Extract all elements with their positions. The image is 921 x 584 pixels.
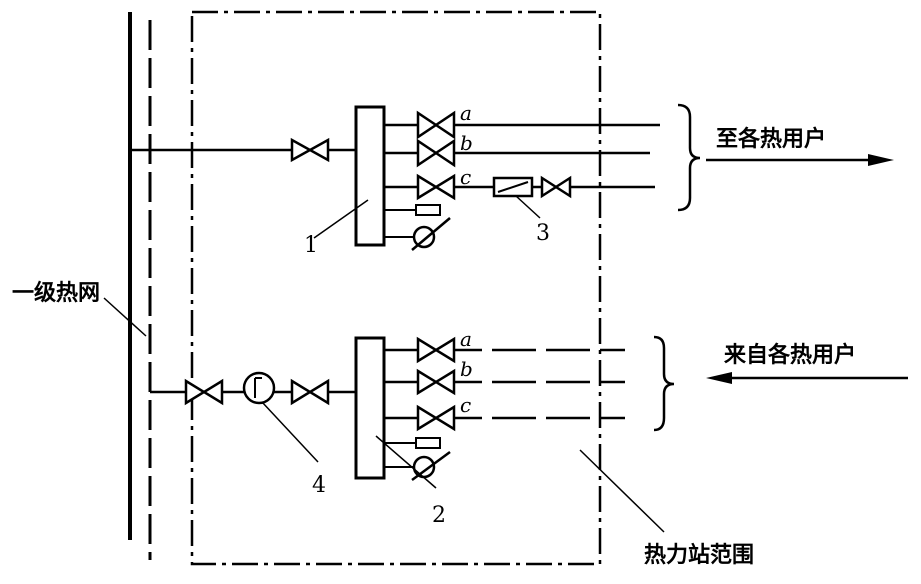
return-pressure-gauge-icon bbox=[384, 450, 451, 482]
return-branch-b-letter: b bbox=[460, 357, 473, 381]
flow-meter-icon bbox=[492, 176, 534, 198]
leader-3 bbox=[515, 195, 541, 219]
leader-2 bbox=[375, 435, 437, 489]
supply-branch-c-valve-icon bbox=[416, 173, 456, 201]
station-boundary bbox=[190, 10, 602, 566]
return-branch-a-letter: a bbox=[460, 327, 472, 351]
supply-branch-b-valve-icon bbox=[416, 138, 456, 168]
component-number-4: 4 bbox=[312, 473, 326, 498]
supply-brace-icon bbox=[677, 103, 701, 212]
leader-4 bbox=[261, 401, 319, 463]
supply-thermometer-icon bbox=[384, 204, 441, 216]
supply-arrow-head-icon bbox=[868, 154, 894, 166]
component-number-3: 3 bbox=[536, 221, 550, 246]
supply-to-users-label: 至各热用户 bbox=[716, 126, 826, 152]
supply-branch-a-valve-icon bbox=[416, 110, 456, 140]
return-brace-icon bbox=[653, 335, 675, 432]
station-boundary-label: 热力站范围 bbox=[644, 542, 754, 568]
meter-valve-icon bbox=[540, 175, 572, 199]
component-number-1: 1 bbox=[304, 233, 318, 258]
return-header-valve-icon bbox=[290, 378, 330, 406]
leader-1 bbox=[313, 199, 369, 239]
return-arrow-head-icon bbox=[706, 372, 732, 384]
supply-pressure-gauge-icon bbox=[384, 217, 451, 251]
return-branch-c-valve-icon bbox=[416, 404, 456, 432]
return-branch-a-valve-icon bbox=[416, 336, 456, 364]
pump-icon bbox=[242, 371, 276, 405]
leader-station-boundary bbox=[579, 449, 665, 533]
component-number-2: 2 bbox=[432, 503, 446, 528]
supply-inlet-valve-icon bbox=[290, 137, 330, 163]
primary-network-label: 一级热网 bbox=[12, 280, 100, 306]
return-branch-b-valve-icon bbox=[416, 368, 456, 396]
return-header bbox=[354, 336, 386, 480]
supply-branch-a-letter: a bbox=[460, 101, 472, 125]
return-outlet-valve-icon bbox=[184, 378, 224, 406]
return-from-users-label: 来自各热用户 bbox=[723, 342, 856, 368]
supply-branch-c-letter: c bbox=[460, 165, 471, 189]
return-thermometer-icon bbox=[384, 437, 441, 449]
leader-primary-network bbox=[103, 297, 147, 337]
supply-branch-b-letter: b bbox=[460, 131, 473, 155]
supply-header bbox=[354, 105, 386, 247]
return-branch-c-letter: c bbox=[460, 393, 471, 417]
